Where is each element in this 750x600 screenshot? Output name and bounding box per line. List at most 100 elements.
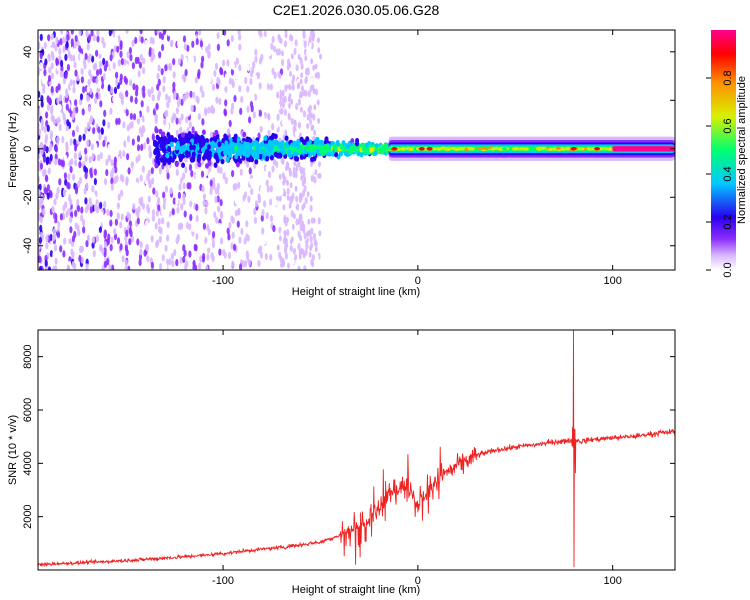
noise-cell: [202, 199, 206, 207]
noise-cell: [123, 140, 127, 148]
noise-cell: [208, 165, 212, 173]
band-cell: [205, 154, 210, 160]
noise-cell: [272, 225, 276, 233]
band-cell: [241, 144, 246, 151]
noise-cell: [252, 119, 256, 127]
noise-cell: [285, 238, 288, 244]
noise-cell: [140, 36, 144, 44]
noise-cell: [91, 55, 95, 63]
noise-cell: [91, 236, 95, 244]
noise-cell: [184, 92, 188, 100]
band-cell: [268, 146, 273, 152]
noise-cell: [164, 64, 168, 72]
noise-cell: [151, 133, 155, 141]
noise-cell: [117, 99, 121, 107]
noise-cell: [214, 195, 218, 204]
noise-cell: [188, 223, 192, 231]
noise-cell: [300, 106, 303, 113]
carrier-cell: [432, 147, 437, 151]
noise-cell: [78, 161, 82, 169]
noise-cell: [246, 253, 250, 261]
noise-cell: [46, 192, 50, 200]
band-cell: [325, 144, 330, 150]
noise-cell: [202, 222, 206, 230]
noise-cell: [243, 260, 248, 268]
noise-cell: [179, 256, 183, 264]
noise-cell: [151, 214, 155, 222]
noise-cell: [69, 198, 73, 206]
noise-cell: [216, 182, 220, 190]
noise-cell: [39, 162, 44, 170]
noise-cell: [218, 222, 222, 230]
noise-cell: [125, 90, 129, 98]
noise-cell: [306, 67, 310, 75]
noise-cell: [265, 179, 269, 187]
noise-cell: [150, 261, 154, 269]
noise-cell: [146, 203, 150, 211]
noise-cell: [202, 193, 207, 201]
noise-cell: [215, 96, 219, 104]
band-cell: [210, 140, 215, 147]
noise-cell: [224, 99, 228, 107]
carrier-cell: [607, 147, 613, 151]
noise-cell: [317, 37, 320, 44]
noise-cell: [43, 168, 47, 176]
noise-cell: [167, 245, 171, 253]
band-cell: [213, 136, 218, 142]
noise-cell: [188, 163, 193, 171]
noise-cell: [63, 237, 67, 245]
noise-cell: [72, 173, 76, 181]
noise-cell: [75, 125, 79, 133]
noise-cell: [106, 100, 110, 108]
carrier-cell: [467, 146, 473, 151]
noise-cell: [253, 216, 258, 224]
noise-cell: [148, 90, 152, 98]
noise-cell: [245, 220, 249, 228]
noise-cell: [299, 235, 302, 242]
noise-cell: [227, 233, 231, 241]
noise-cell: [275, 121, 279, 129]
noise-cell: [285, 242, 288, 249]
noise-cell: [121, 255, 125, 263]
noise-cell: [62, 113, 66, 121]
y-tick-label: 40: [22, 46, 34, 58]
band-cell: [235, 161, 240, 168]
noise-cell: [222, 248, 226, 256]
noise-cell: [145, 219, 149, 227]
noise-cell: [209, 179, 213, 187]
noise-cell: [189, 261, 193, 269]
noise-cell: [251, 221, 255, 229]
noise-cell: [178, 183, 182, 191]
noise-cell: [166, 122, 170, 130]
noise-cell: [261, 42, 265, 50]
noise-cell: [103, 64, 107, 72]
band-cell: [319, 140, 324, 146]
band-cell: [302, 139, 307, 146]
noise-cell: [55, 192, 59, 200]
noise-cell: [143, 249, 147, 257]
noise-cell: [313, 238, 317, 246]
noise-cell: [39, 62, 43, 70]
noise-cell: [76, 205, 81, 213]
noise-cell: [71, 235, 76, 243]
band-cell: [201, 147, 205, 153]
noise-cell: [54, 213, 58, 221]
noise-cell: [110, 159, 114, 167]
noise-cell: [289, 244, 293, 252]
band-cell: [273, 133, 278, 140]
noise-cell: [98, 133, 102, 141]
noise-cell: [252, 61, 256, 69]
noise-cell: [43, 187, 47, 195]
noise-cell: [303, 40, 307, 49]
band-cell: [185, 137, 190, 144]
noise-cell: [65, 191, 69, 199]
noise-cell: [270, 42, 274, 51]
noise-cell: [63, 172, 67, 180]
noise-cell: [69, 166, 73, 174]
noise-cell: [180, 53, 184, 62]
noise-cell: [114, 31, 118, 39]
noise-cell: [116, 237, 121, 245]
noise-cell: [155, 34, 160, 42]
noise-cell: [156, 72, 160, 80]
